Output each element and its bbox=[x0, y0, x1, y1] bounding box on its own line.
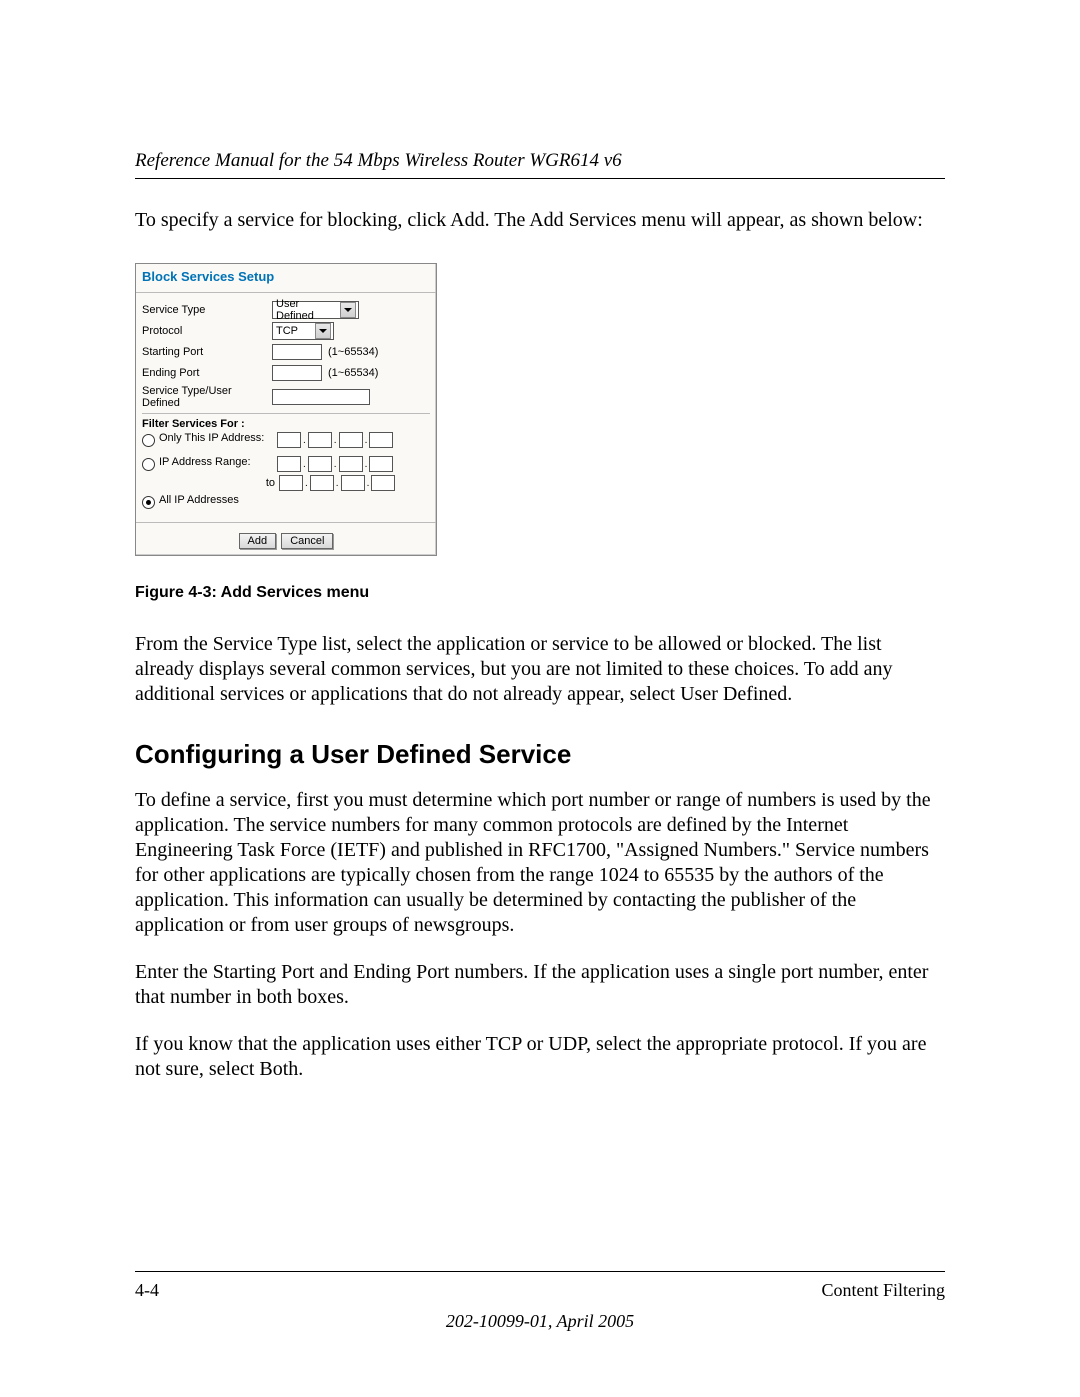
range-ending-port: (1~65534) bbox=[328, 367, 378, 379]
screenshot-divider bbox=[142, 413, 430, 414]
row-user-defined: Service Type/User Defined bbox=[142, 385, 430, 409]
ip-octet-input[interactable] bbox=[308, 456, 332, 472]
page-number: 4-4 bbox=[135, 1280, 159, 1301]
input-starting-port[interactable] bbox=[272, 344, 322, 360]
section-heading: Configuring a User Defined Service bbox=[135, 739, 945, 770]
radio-only-ip[interactable] bbox=[142, 434, 155, 447]
screenshot-body: Service Type User Defined Protocol TCP S… bbox=[136, 297, 436, 518]
row-all-ip: All IP Addresses bbox=[142, 494, 430, 509]
screenshot-buttons: Add Cancel bbox=[136, 527, 436, 555]
label-all-ip: All IP Addresses bbox=[159, 494, 277, 506]
intro-paragraph: To specify a service for blocking, click… bbox=[135, 207, 945, 233]
paragraph: From the Service Type list, select the a… bbox=[135, 632, 945, 707]
label-to: to bbox=[260, 477, 275, 489]
label-ip-range: IP Address Range: bbox=[159, 456, 277, 468]
page: Reference Manual for the 54 Mbps Wireles… bbox=[0, 0, 1080, 1397]
ip-octet-input[interactable] bbox=[341, 475, 365, 491]
radio-all-ip[interactable] bbox=[142, 496, 155, 509]
row-starting-port: Starting Port (1~65534) bbox=[142, 343, 430, 361]
header-rule bbox=[135, 178, 945, 179]
screenshot-divider bbox=[136, 292, 436, 293]
label-protocol: Protocol bbox=[142, 325, 272, 337]
running-header: Reference Manual for the 54 Mbps Wireles… bbox=[135, 150, 945, 172]
select-service-type[interactable]: User Defined bbox=[272, 301, 359, 319]
ip-octet-input[interactable] bbox=[339, 432, 363, 448]
filter-section-label: Filter Services For : bbox=[142, 418, 430, 430]
footer-section: Content Filtering bbox=[822, 1280, 946, 1301]
paragraph: If you know that the application uses ei… bbox=[135, 1032, 945, 1082]
row-ending-port: Ending Port (1~65534) bbox=[142, 364, 430, 382]
row-ip-range: IP Address Range: . . . bbox=[142, 456, 430, 472]
ip-octet-input[interactable] bbox=[369, 456, 393, 472]
screenshot-divider bbox=[136, 522, 436, 523]
ip-group-only: . . . bbox=[277, 432, 393, 448]
paragraph: Enter the Starting Port and Ending Port … bbox=[135, 960, 945, 1010]
radio-ip-range[interactable] bbox=[142, 458, 155, 471]
ip-octet-input[interactable] bbox=[279, 475, 303, 491]
figure-caption: Figure 4-3: Add Services menu bbox=[135, 584, 945, 602]
add-button[interactable]: Add bbox=[239, 533, 277, 549]
row-protocol: Protocol TCP bbox=[142, 322, 430, 340]
footer-row: 4-4 Content Filtering bbox=[135, 1280, 945, 1301]
input-user-defined[interactable] bbox=[272, 389, 370, 405]
paragraph: To define a service, first you must dete… bbox=[135, 788, 945, 938]
label-starting-port: Starting Port bbox=[142, 346, 272, 358]
label-ending-port: Ending Port bbox=[142, 367, 272, 379]
label-service-type: Service Type bbox=[142, 304, 272, 316]
ip-octet-input[interactable] bbox=[371, 475, 395, 491]
ip-octet-input[interactable] bbox=[308, 432, 332, 448]
range-starting-port: (1~65534) bbox=[328, 346, 378, 358]
label-only-ip: Only This IP Address: bbox=[159, 432, 277, 444]
ip-octet-input[interactable] bbox=[277, 456, 301, 472]
label-user-defined: Service Type/User Defined bbox=[142, 385, 272, 409]
block-services-screenshot: Block Services Setup Service Type User D… bbox=[135, 263, 437, 556]
row-ip-range-to: to . . . bbox=[260, 475, 430, 491]
footer-rule bbox=[135, 1271, 945, 1272]
row-service-type: Service Type User Defined bbox=[142, 301, 430, 319]
ip-octet-input[interactable] bbox=[277, 432, 301, 448]
ip-octet-input[interactable] bbox=[310, 475, 334, 491]
ip-octet-input[interactable] bbox=[369, 432, 393, 448]
dropdown-arrow-icon bbox=[340, 302, 356, 318]
select-protocol-value: TCP bbox=[276, 325, 298, 337]
select-protocol[interactable]: TCP bbox=[272, 322, 334, 340]
input-ending-port[interactable] bbox=[272, 365, 322, 381]
footer-doc-id: 202-10099-01, April 2005 bbox=[135, 1311, 945, 1332]
ip-octet-input[interactable] bbox=[339, 456, 363, 472]
dropdown-arrow-icon bbox=[315, 323, 331, 339]
cancel-button[interactable]: Cancel bbox=[281, 533, 333, 549]
page-footer: 4-4 Content Filtering 202-10099-01, Apri… bbox=[135, 1271, 945, 1332]
ip-group-range-to: . . . bbox=[279, 475, 395, 491]
select-service-type-value: User Defined bbox=[276, 298, 340, 322]
screenshot-title: Block Services Setup bbox=[136, 264, 436, 288]
ip-group-range-from: . . . bbox=[277, 456, 393, 472]
row-only-ip: Only This IP Address: . . . bbox=[142, 432, 430, 448]
